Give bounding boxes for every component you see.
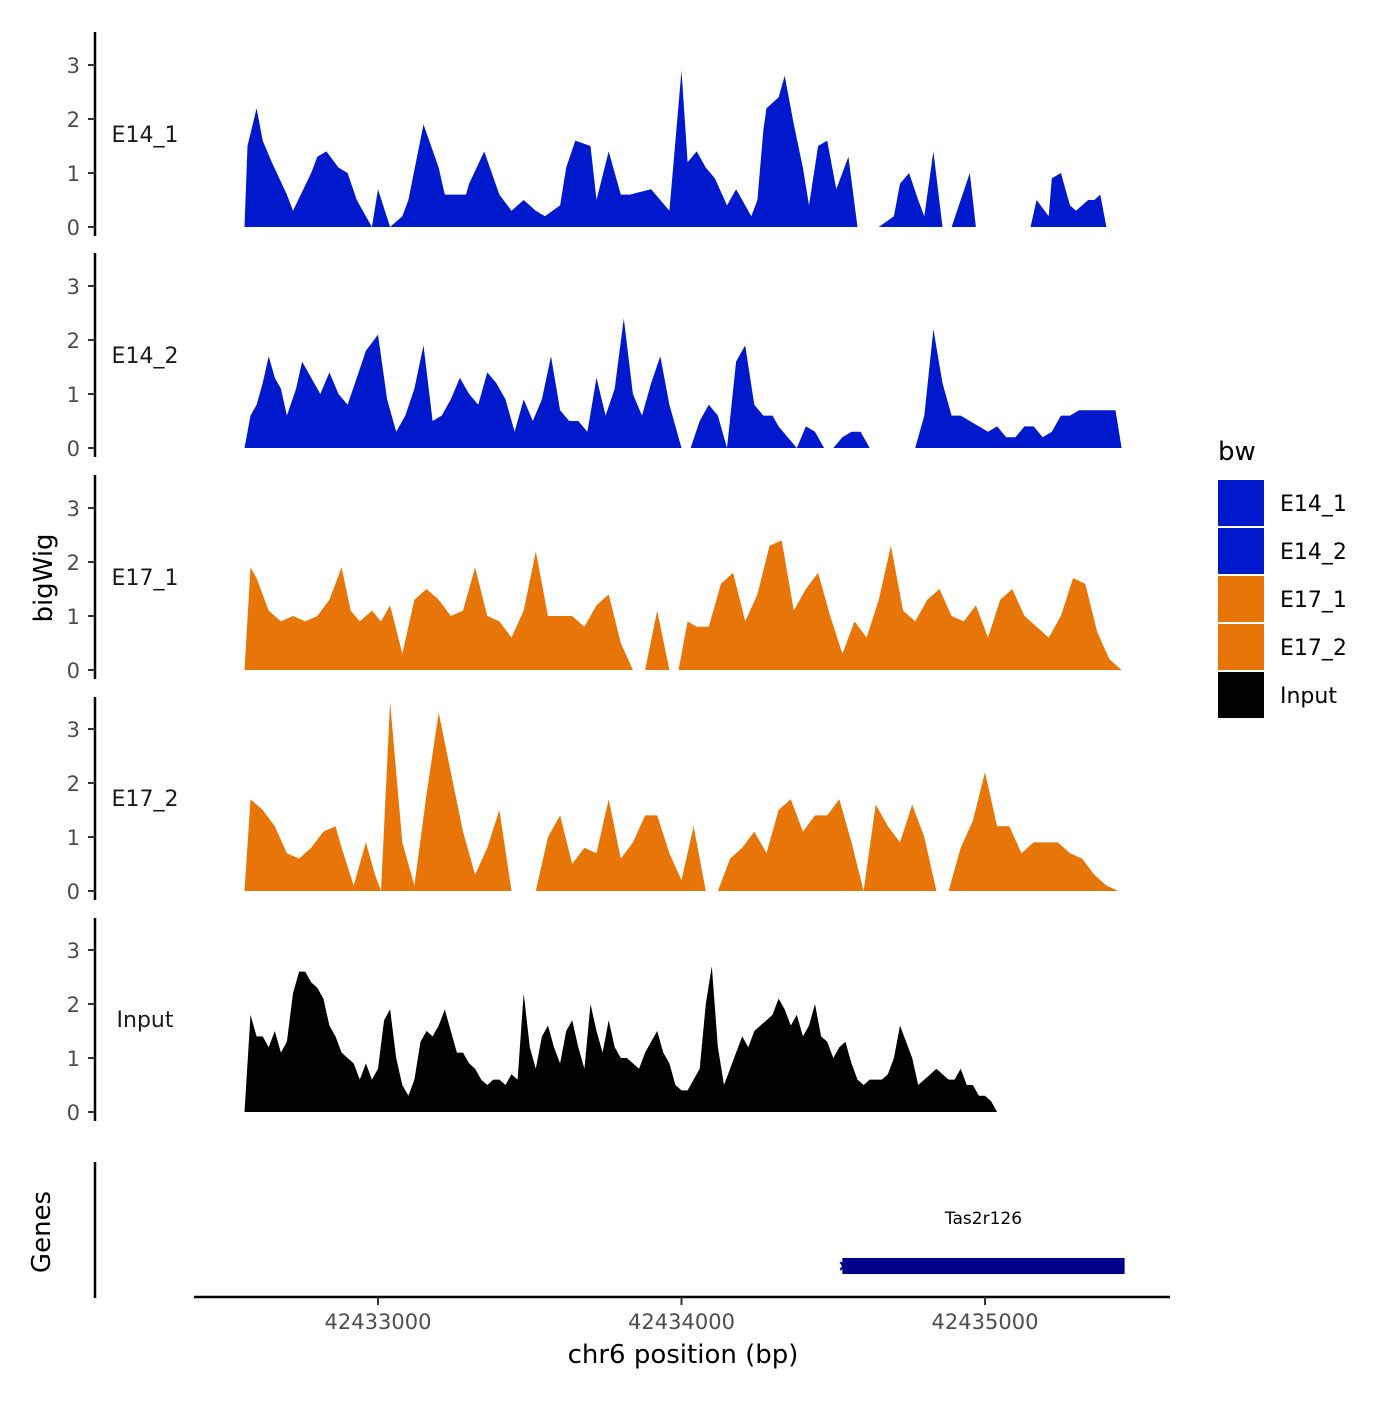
y-tick-label: 3	[67, 275, 80, 299]
track-label: E17_2	[112, 787, 179, 812]
y-tick-label: 0	[67, 659, 80, 683]
legend-item: E14_1	[1218, 480, 1347, 526]
track-label: E17_1	[112, 566, 179, 591]
x-axis-title: chr6 position (bp)	[568, 1340, 799, 1370]
gene-body	[842, 1258, 1125, 1274]
legend-label: E14_1	[1280, 492, 1347, 517]
legend-swatch	[1218, 480, 1264, 526]
coverage-tracks: 0 1 2 3 E14_1 0 1 2 3 E14_2 0 1 2 3 E17_1 0 1 2 3 E17_2 0 1 2 3…	[67, 32, 1125, 1125]
y-tick-label: 0	[67, 1101, 80, 1125]
legend-title: bw	[1218, 437, 1256, 467]
y-tick-label: 1	[67, 605, 80, 629]
y-tick-label: 3	[67, 54, 80, 78]
coverage-area-e14-2	[244, 318, 1122, 448]
legend-label: E17_1	[1280, 588, 1347, 613]
legend: bw E14_1 E14_2 E17_1 E17_2 Input	[1218, 437, 1347, 718]
gene-label: Tas2r126	[944, 1209, 1022, 1229]
track-e17-2: 0 1 2 3 E17_2	[67, 697, 1125, 904]
legend-swatch	[1218, 672, 1264, 718]
genes-axis-title: Genes	[27, 1191, 57, 1273]
y-tick-label: 2	[67, 993, 80, 1017]
y-tick-label: 0	[67, 880, 80, 904]
x-tick-label: 42433000	[325, 1310, 432, 1334]
gene-tas2r126: Tas2r126	[839, 1209, 1125, 1274]
legend-item: Input	[1218, 672, 1337, 718]
y-tick-label: 2	[67, 772, 80, 796]
y-tick-label: 2	[67, 108, 80, 132]
y-tick-label: 2	[67, 329, 80, 353]
legend-item: E14_2	[1218, 528, 1347, 574]
x-tick-label: 42435000	[932, 1310, 1039, 1334]
y-tick-label: 3	[67, 718, 80, 742]
coverage-area-e17-1	[244, 540, 1122, 670]
strand-marker	[839, 1261, 848, 1271]
legend-item: E17_1	[1218, 576, 1347, 622]
y-tick-label: 1	[67, 1047, 80, 1071]
legend-swatch	[1218, 528, 1264, 574]
y-tick-label: 3	[67, 497, 80, 521]
genes-panel: Tas2r126	[93, 1162, 1125, 1298]
coverage-area-input	[244, 966, 998, 1112]
legend-swatch	[1218, 576, 1264, 622]
track-input: 0 1 2 3 Input	[67, 918, 998, 1125]
y-tick-label: 0	[67, 437, 80, 461]
y-tick-label: 1	[67, 826, 80, 850]
y-tick-label: 3	[67, 939, 80, 963]
x-axis: 42433000 42434000 42435000	[194, 1295, 1170, 1334]
legend-item: E17_2	[1218, 624, 1347, 670]
coverage-area-e14-1	[244, 70, 1119, 228]
track-e14-1: 0 1 2 3 E14_1	[67, 32, 1119, 240]
x-tick-label: 42434000	[628, 1310, 735, 1334]
coverage-area-e17-2	[244, 702, 1125, 891]
legend-label: E14_2	[1280, 540, 1347, 565]
y-tick-label: 1	[67, 383, 80, 407]
track-label: E14_2	[112, 344, 179, 369]
legend-label: E17_2	[1280, 636, 1347, 661]
y-tick-label: 1	[67, 162, 80, 186]
y-tick-label: 0	[67, 216, 80, 240]
track-e17-1: 0 1 2 3 E17_1	[67, 475, 1122, 683]
legend-swatch	[1218, 624, 1264, 670]
track-e14-2: 0 1 2 3 E14_2	[67, 253, 1122, 461]
legend-label: Input	[1280, 684, 1337, 709]
y-tick-label: 2	[67, 551, 80, 575]
track-label: Input	[117, 1008, 174, 1033]
track-label: E14_1	[112, 123, 179, 148]
y-axis-title: bigWig	[29, 533, 59, 622]
